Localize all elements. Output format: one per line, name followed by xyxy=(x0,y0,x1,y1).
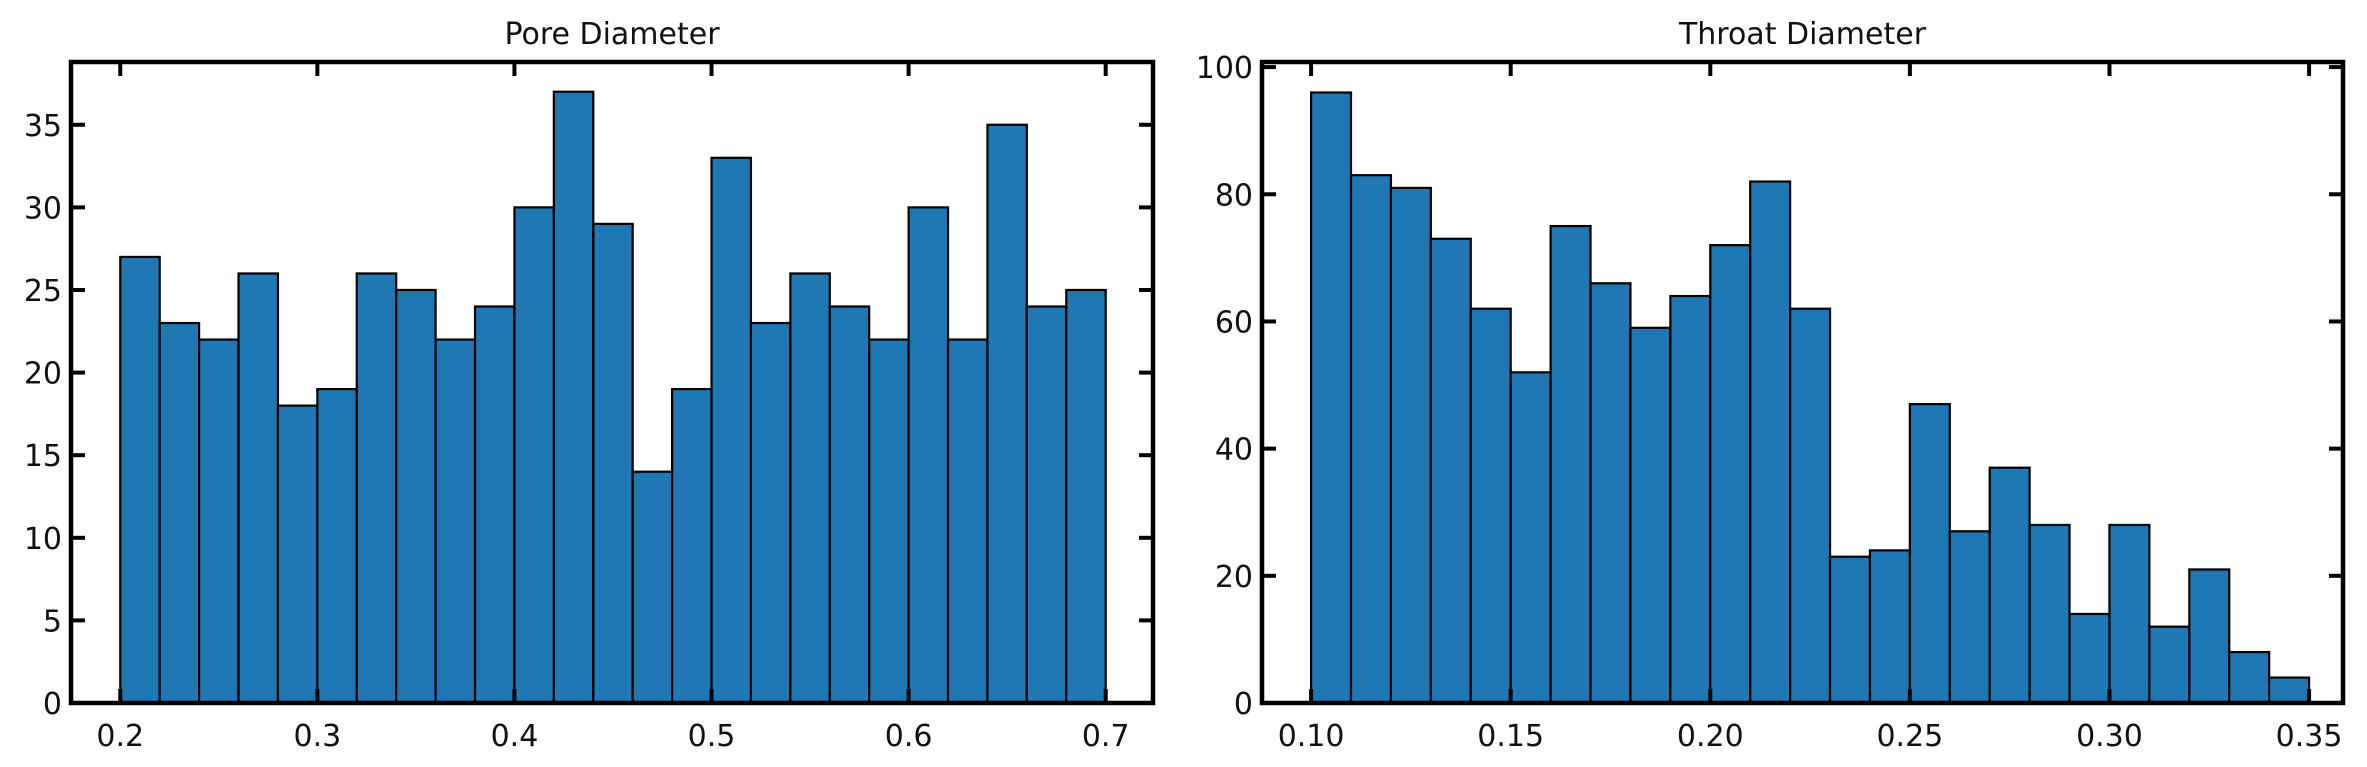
bars xyxy=(119,90,1107,705)
histogram-bar xyxy=(2028,523,2071,705)
histogram-bar xyxy=(1868,549,1911,705)
histogram-bar xyxy=(1828,555,1872,705)
histogram-bar xyxy=(1549,224,1592,705)
histogram-bar xyxy=(592,222,634,705)
histogram-bar xyxy=(2228,651,2271,705)
histogram-bar xyxy=(2108,523,2151,705)
histogram-bar xyxy=(1948,530,1991,705)
histogram-bar xyxy=(1629,326,1672,705)
y-tick-label: 30 xyxy=(24,191,62,226)
histogram-bar xyxy=(1988,466,2031,705)
histogram-bar xyxy=(2188,568,2231,705)
y-tick-label: 40 xyxy=(1215,433,1253,468)
histogram-bar xyxy=(986,123,1028,705)
y-tick-label: 80 xyxy=(1215,178,1253,213)
histogram-bar xyxy=(316,388,358,705)
y-tick-label: 20 xyxy=(24,357,62,392)
histogram-bar xyxy=(868,338,910,705)
histogram-bar xyxy=(395,288,437,705)
histogram-bar xyxy=(749,321,792,705)
histogram-bar xyxy=(1025,305,1068,705)
x-tick-label: 0.4 xyxy=(491,719,539,754)
axes-frame xyxy=(68,59,1156,706)
throat-diameter-panel: 0.10 0.15 0.20 0.25 0.30 0.35 0 20 40 60 80 100 Thro… xyxy=(1196,17,2346,754)
histogram-bar xyxy=(513,206,555,705)
histogram-bar xyxy=(198,338,240,705)
histogram-bar xyxy=(1589,282,1632,705)
y-tick-label: 15 xyxy=(24,439,62,474)
histogram-bar xyxy=(276,404,319,705)
y-tick-label: 10 xyxy=(24,522,62,557)
histogram-bar xyxy=(1908,403,1951,705)
histogram-bar xyxy=(907,206,950,705)
axes-frame xyxy=(1259,59,2346,706)
histogram-bar xyxy=(671,388,713,705)
bars xyxy=(1310,91,2311,705)
histogram-bar xyxy=(1789,307,1832,705)
histogram-bar xyxy=(1509,371,1552,705)
y-tick-label: 0 xyxy=(43,687,62,722)
x-tick-label: 0.20 xyxy=(1677,719,1744,754)
x-tick-label: 0.3 xyxy=(293,719,341,754)
histogram-bar xyxy=(158,321,201,705)
histogram-bar xyxy=(355,272,398,705)
histogram-bar xyxy=(946,338,989,705)
x-tick-label: 0.5 xyxy=(688,719,736,754)
histogram-bar xyxy=(828,305,871,705)
histogram-bar xyxy=(710,156,753,705)
histogram-bar xyxy=(631,470,674,705)
y-tick-label: 100 xyxy=(1196,51,1253,86)
x-tick-label: 0.10 xyxy=(1278,719,1345,754)
x-tick-label: 0.25 xyxy=(1876,719,1943,754)
y-tick-label: 0 xyxy=(1234,687,1253,722)
histogram-bar xyxy=(1749,180,1792,705)
histogram-bar xyxy=(473,305,516,705)
y-tick-label: 20 xyxy=(1215,560,1253,595)
histogram-bar xyxy=(237,272,280,705)
histogram-bar xyxy=(789,272,831,705)
x-tick-label: 0.30 xyxy=(2076,719,2143,754)
histogram-bar xyxy=(119,255,161,705)
histogram-bar xyxy=(2148,625,2191,705)
histogram-bar xyxy=(1469,307,1512,705)
histogram-bar xyxy=(1429,237,1472,705)
y-tick-label: 25 xyxy=(24,274,62,309)
y-tick-label: 35 xyxy=(24,109,62,144)
histogram-bar xyxy=(1709,244,1752,705)
x-tick-label: 0.6 xyxy=(885,719,933,754)
pore-diameter-panel: 0.2 0.3 0.4 0.5 0.6 0.7 0 5 10 15 20 25 30 35 Pore Dia… xyxy=(24,17,1156,754)
chart-title: Pore Diameter xyxy=(504,17,720,52)
histogram-bar xyxy=(1669,294,1712,705)
histogram-bar xyxy=(1310,91,1353,705)
x-tick-label: 0.15 xyxy=(1477,719,1544,754)
y-tick-label: 5 xyxy=(43,604,62,639)
x-tick-label: 0.7 xyxy=(1082,719,1130,754)
histogram-bar xyxy=(2268,676,2311,705)
x-tick-label: 0.2 xyxy=(96,719,144,754)
histogram-bar xyxy=(2068,612,2111,705)
histogram-bar xyxy=(1389,186,1432,705)
histogram-bar xyxy=(1349,174,1393,705)
histogram-bar xyxy=(552,90,595,705)
y-tick-label: 60 xyxy=(1215,305,1253,340)
x-tick-label: 0.35 xyxy=(2276,719,2343,754)
histogram-bar xyxy=(1065,288,1107,705)
chart-title: Throat Diameter xyxy=(1678,17,1927,52)
histogram-bar xyxy=(434,338,477,705)
